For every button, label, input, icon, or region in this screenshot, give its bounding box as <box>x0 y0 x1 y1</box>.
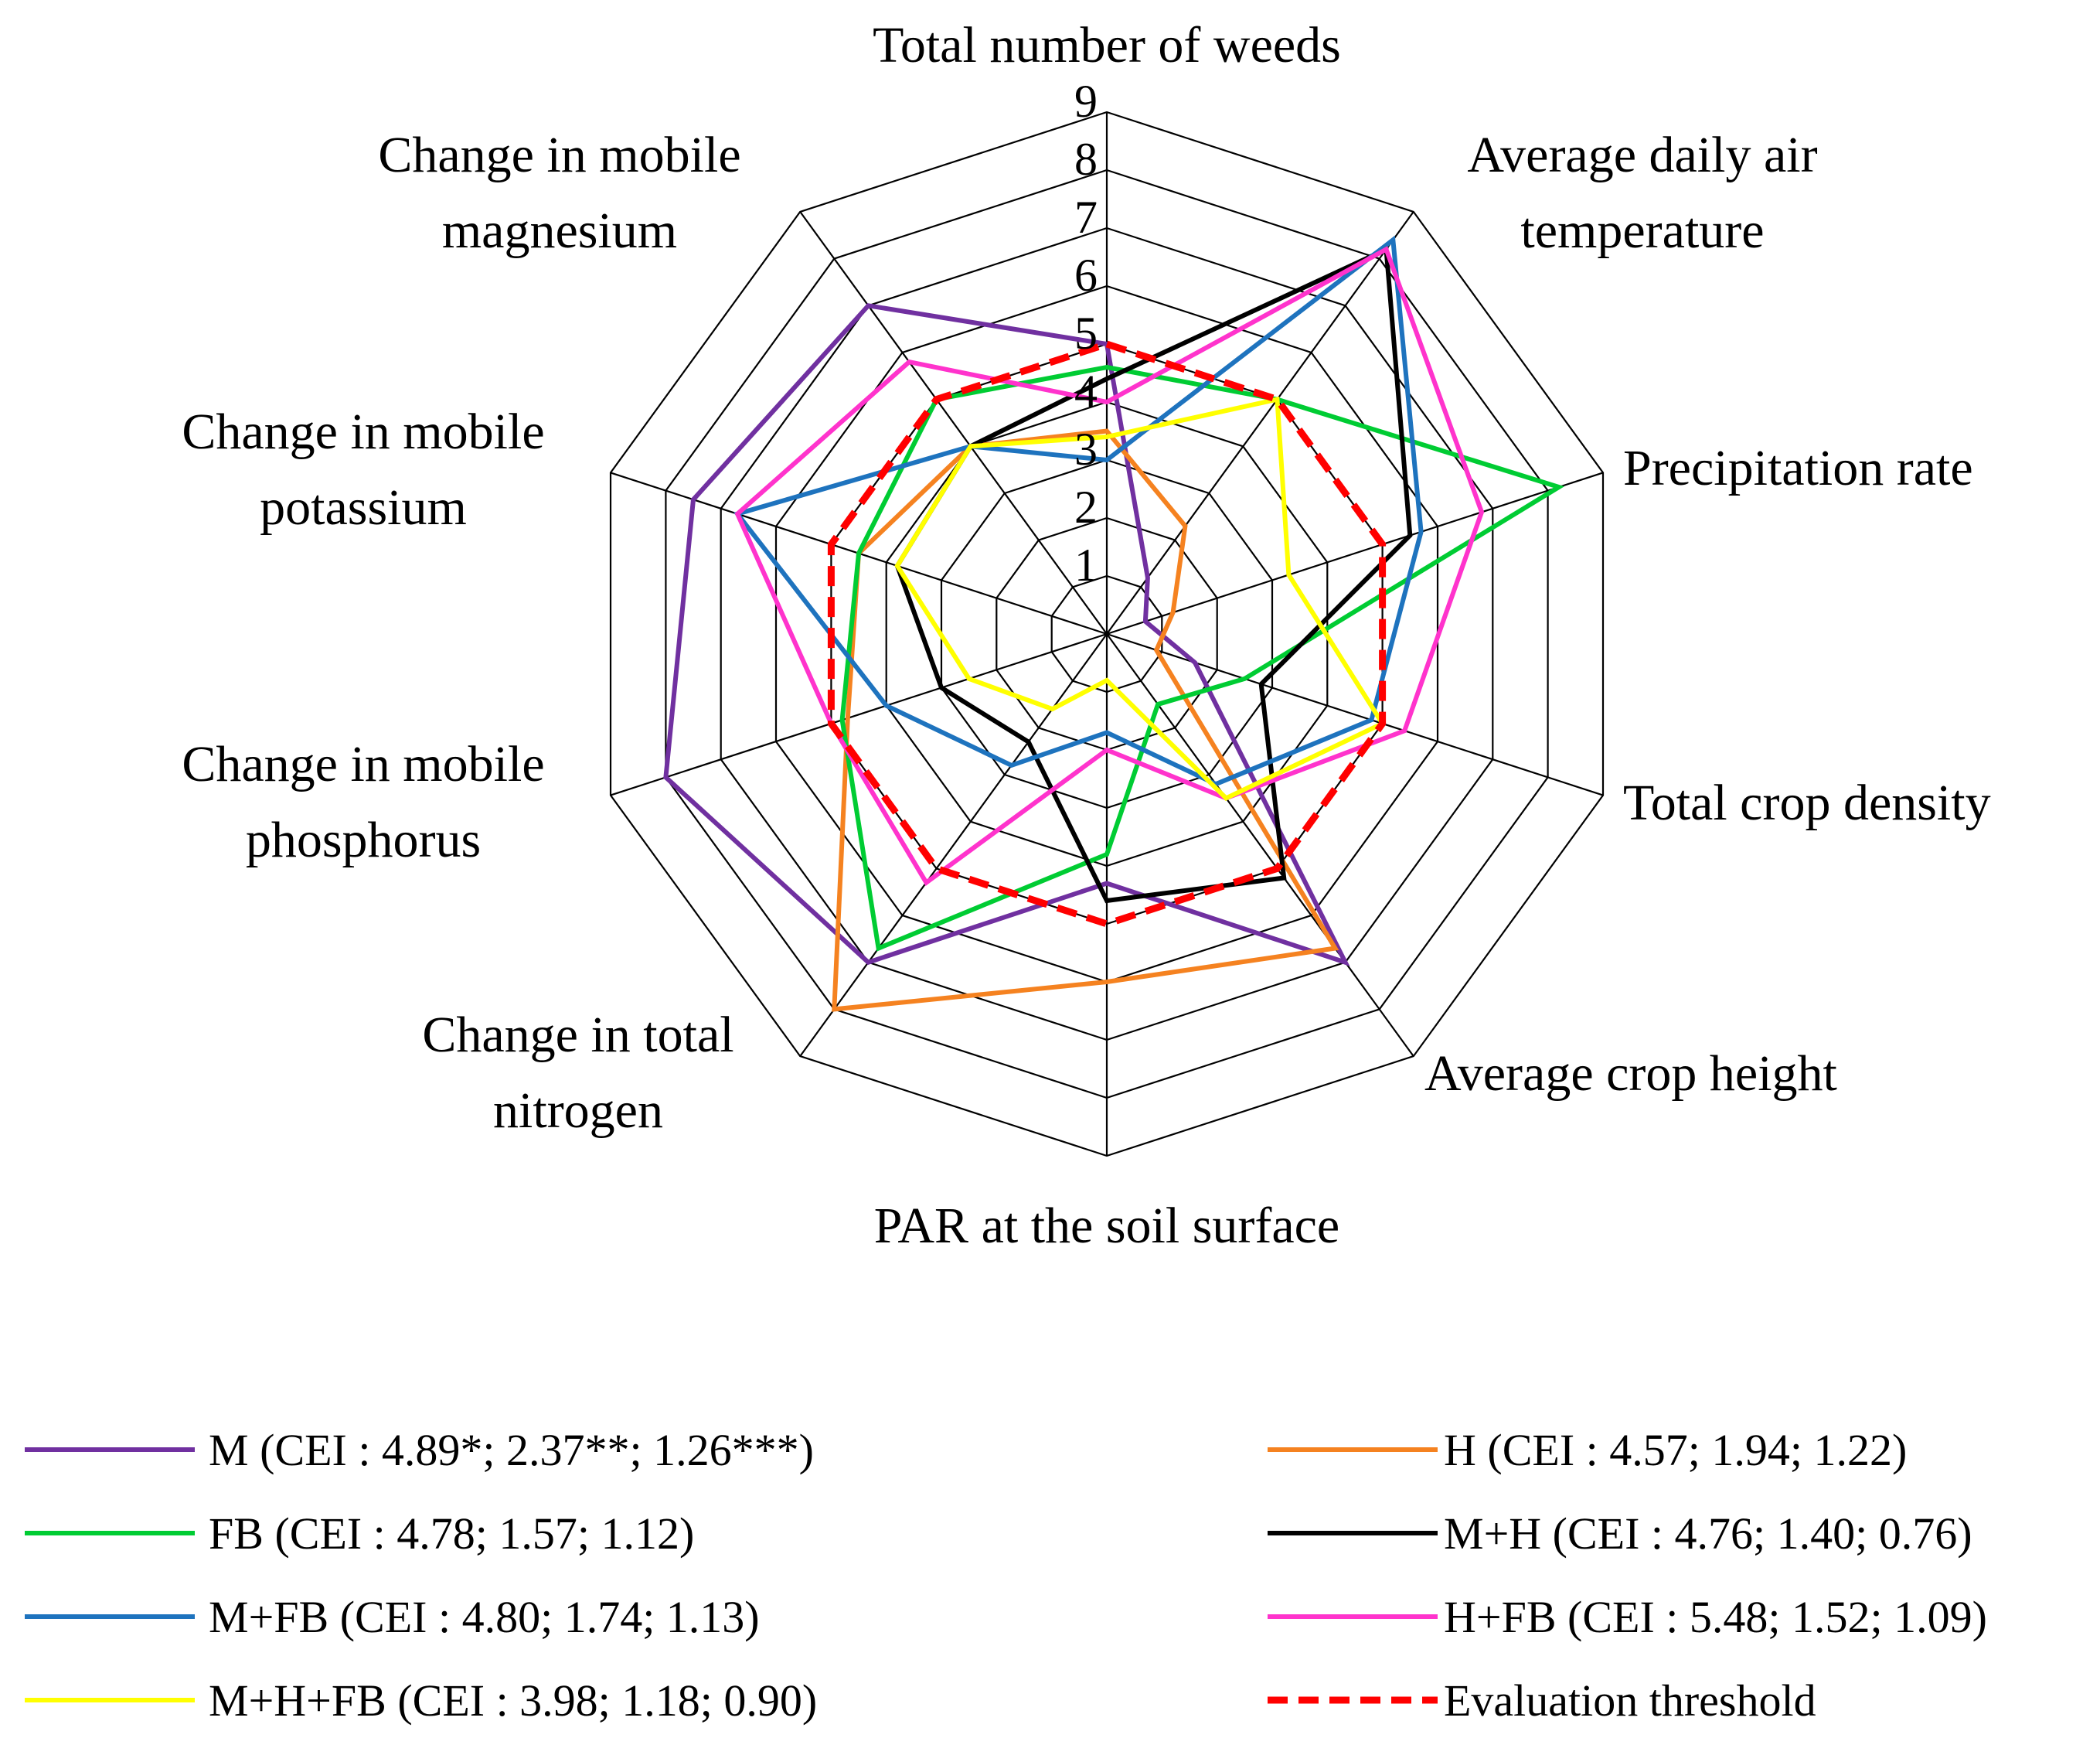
axis-label: Total number of weeds <box>873 17 1341 73</box>
tick-label: 8 <box>1074 134 1098 185</box>
series-m <box>663 303 1350 966</box>
series-h-fb <box>734 246 1485 886</box>
axis-spoke <box>1106 211 1414 635</box>
series-h <box>832 428 1339 1012</box>
axis-label: Average crop height <box>1424 1045 1837 1102</box>
axis-label: Change in mobile potassium <box>182 404 544 536</box>
axis-label: Change in mobile magnesium <box>378 127 740 259</box>
axis-spoke <box>1106 472 1604 636</box>
tick-label: 1 <box>1074 540 1098 591</box>
tick-label: 5 <box>1074 308 1098 359</box>
legend-item: FB (CEI : 4.78; 1.57; 1.12) <box>25 1508 694 1559</box>
legend-label: Evaluation threshold <box>1444 1675 1816 1726</box>
radar-series <box>663 235 1565 1012</box>
series-evaluation-threshold <box>827 340 1387 928</box>
axis-spoke <box>1106 632 1604 796</box>
legend-label: M (CEI : 4.89*; 2.37**; 1.26***) <box>209 1425 814 1475</box>
legend-label: H (CEI : 4.57; 1.94; 1.22) <box>1444 1425 1907 1475</box>
legend: M (CEI : 4.89*; 2.37**; 1.26***) H (CEI :… <box>25 1425 1987 1726</box>
legend-item: M (CEI : 4.89*; 2.37**; 1.26***) <box>25 1425 814 1475</box>
axis-spoke <box>799 211 1108 635</box>
tick-label: 9 <box>1074 76 1098 127</box>
axis-spoke <box>610 632 1108 796</box>
axis-label: Change in mobile phosphorus <box>182 736 544 868</box>
legend-label: H+FB (CEI : 5.48; 1.52; 1.09) <box>1444 1592 1987 1642</box>
axis-spoke <box>799 633 1108 1057</box>
axis-label: PAR at the soil surface <box>874 1198 1339 1254</box>
axis-label: Precipitation rate <box>1623 440 1973 496</box>
series-fb <box>839 364 1565 952</box>
legend-item: M+FB (CEI : 4.80; 1.74; 1.13) <box>25 1592 760 1642</box>
tick-label: 7 <box>1074 192 1098 243</box>
series-m-fb <box>733 235 1424 787</box>
tick-label: 6 <box>1074 250 1098 301</box>
legend-item: H (CEI : 4.57; 1.94; 1.22) <box>1268 1425 1907 1475</box>
legend-label: M+H (CEI : 4.76; 1.40; 0.76) <box>1444 1508 1972 1559</box>
tick-label: 2 <box>1074 482 1098 533</box>
tick-label: 3 <box>1074 424 1098 475</box>
tick-label: 4 <box>1074 366 1098 417</box>
axis-label: Average daily air temperature <box>1467 127 1817 259</box>
series-m-h <box>894 245 1413 904</box>
legend-label: M+H+FB (CEI : 3.98; 1.18; 0.90) <box>209 1675 817 1726</box>
legend-label: M+FB (CEI : 4.80; 1.74; 1.13) <box>209 1592 760 1642</box>
axis-label: Total crop density <box>1623 775 1991 831</box>
series-m-h-fb <box>894 396 1386 802</box>
legend-item: Evaluation threshold <box>1268 1675 1816 1726</box>
legend-label: FB (CEI : 4.78; 1.57; 1.12) <box>209 1508 694 1559</box>
radar-grid <box>609 111 1605 1157</box>
legend-item: M+H+FB (CEI : 3.98; 1.18; 0.90) <box>25 1675 817 1726</box>
legend-item: H+FB (CEI : 5.48; 1.52; 1.09) <box>1268 1592 1987 1642</box>
legend-item: M+H (CEI : 4.76; 1.40; 0.76) <box>1268 1508 1972 1559</box>
axis-label: Change in total nitrogen <box>422 1007 733 1139</box>
